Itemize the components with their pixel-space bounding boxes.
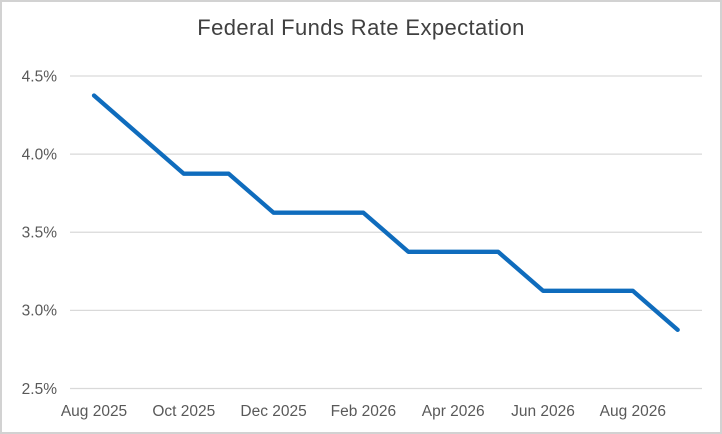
y-axis-tick-label: 4.5% <box>22 68 58 85</box>
x-axis-tick-label: Aug 2026 <box>600 403 666 420</box>
chart-title: Federal Funds Rate Expectation <box>197 15 525 40</box>
rate-expectation-line <box>91 93 680 333</box>
x-axis-tick-label: Dec 2025 <box>240 403 306 420</box>
y-axis-tick-label: 3.0% <box>22 303 58 320</box>
y-axis-tick-label: 4.0% <box>22 146 58 163</box>
x-axis-tick-label: Apr 2026 <box>422 403 485 420</box>
x-axis-tick-label: Oct 2025 <box>152 403 215 420</box>
y-axis-tick-label: 3.5% <box>22 225 58 242</box>
x-axis-tick-label: Feb 2026 <box>331 403 397 420</box>
y-axis-tick-label: 2.5% <box>22 381 58 398</box>
x-axis-tick-label: Jun 2026 <box>511 403 575 420</box>
x-axis-tick-label: Aug 2025 <box>61 403 127 420</box>
